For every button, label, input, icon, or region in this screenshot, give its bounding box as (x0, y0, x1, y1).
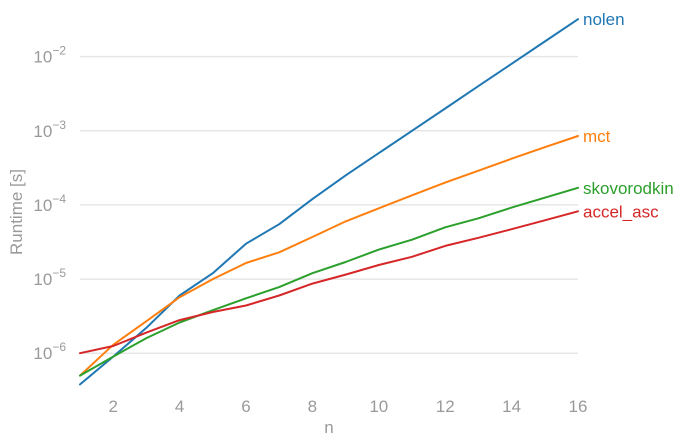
y-axis-ticks: 10−6 10−5 10−4 10−3 10−2 (33, 44, 66, 364)
series-label-mct: mct (583, 127, 611, 146)
series-label-nolen: nolen (583, 10, 625, 29)
series-label-accel-asc: accel_asc (583, 202, 659, 221)
series-labels: nolen mct skovorodkin accel_asc (583, 10, 674, 221)
x-tick-label: 4 (175, 397, 184, 416)
x-tick-label: 2 (108, 397, 117, 416)
series-line-skovorodkin (79, 186, 579, 377)
x-tick-label: 8 (308, 397, 317, 416)
series-lines (79, 18, 579, 386)
y-tick-label: 10−2 (33, 44, 66, 67)
x-tick-label: 14 (502, 397, 521, 416)
y-tick-label: 10−3 (33, 118, 66, 141)
y-tick-label: 10−6 (33, 340, 66, 363)
y-tick-label: 10−4 (33, 192, 66, 215)
grid (80, 55, 578, 354)
series-label-skovorodkin: skovorodkin (583, 179, 674, 198)
x-axis-title: n (324, 418, 333, 437)
x-tick-label: 6 (241, 397, 250, 416)
x-tick-label: 10 (369, 397, 388, 416)
x-tick-label: 16 (569, 397, 588, 416)
series-line-mct (79, 135, 579, 377)
x-tick-label: 12 (436, 397, 455, 416)
x-axis-ticks: 2 4 6 8 10 12 14 16 (108, 397, 587, 416)
y-tick-label: 10−5 (33, 266, 66, 289)
series-line-accel-asc (79, 210, 579, 355)
y-axis-title: Runtime [s] (7, 169, 26, 255)
series-line-nolen (79, 18, 579, 386)
